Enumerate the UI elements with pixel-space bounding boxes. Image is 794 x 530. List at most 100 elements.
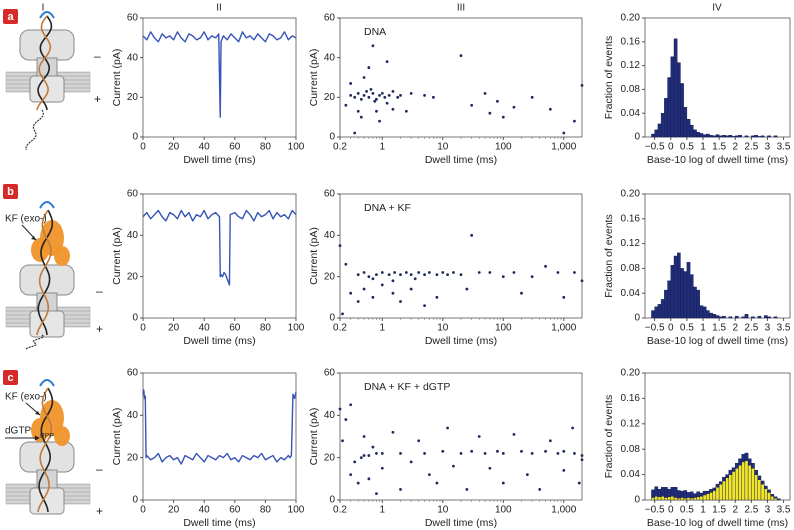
x-tick-label: 0 — [140, 142, 146, 153]
histogram-bar — [767, 316, 771, 319]
event-point — [538, 488, 542, 491]
histogram-bar — [754, 135, 758, 138]
histogram-bar — [683, 107, 688, 138]
x-tick-label: 100 — [495, 323, 512, 334]
event-point — [380, 466, 384, 470]
event-point — [367, 275, 371, 279]
event-point — [435, 481, 439, 485]
histogram-bar — [706, 310, 710, 319]
x-axis-label: Dwell time (ms) — [425, 154, 497, 166]
event-point — [349, 93, 353, 97]
histogram-bar — [741, 316, 746, 319]
histogram-bar — [677, 62, 681, 138]
event-point — [362, 435, 366, 438]
histogram-bar — [744, 452, 749, 461]
event-point — [362, 76, 366, 79]
x-tick-label: 0.2 — [333, 142, 347, 153]
x-tick-label: 1 — [700, 505, 706, 516]
histogram-bar — [725, 474, 729, 478]
histogram-bar — [718, 135, 723, 138]
column-label: I — [42, 3, 45, 14]
y-axis-label: Current (pA) — [308, 227, 320, 285]
x-tick-label: 100 — [288, 505, 305, 516]
histogram-bar — [702, 494, 707, 501]
event-point — [571, 426, 575, 430]
x-tick-label: 3 — [765, 505, 771, 516]
row-label: b — [7, 186, 14, 198]
event-point — [501, 275, 505, 279]
dna-hairpin — [39, 201, 55, 209]
histogram-bar — [677, 497, 681, 501]
x-tick-label: 3.5 — [777, 323, 791, 334]
histogram-bar — [715, 315, 720, 319]
event-point — [501, 115, 505, 119]
event-point — [387, 93, 391, 97]
dna-hairpin — [39, 379, 55, 387]
x-axis-label: Dwell time (ms) — [183, 335, 255, 347]
histogram-bar — [754, 469, 758, 475]
event-point — [369, 88, 373, 91]
event-point — [580, 279, 584, 283]
y-tick-label: 40 — [127, 410, 139, 421]
histogram-bar — [738, 458, 742, 466]
event-point — [409, 460, 413, 464]
event-point — [409, 91, 413, 95]
histogram-bar — [677, 490, 681, 499]
diagrams — [5, 11, 91, 515]
y-tick-label: 0 — [329, 495, 335, 506]
event-point — [409, 273, 413, 276]
event-point — [573, 452, 576, 455]
histogram-bar — [767, 135, 771, 138]
x-axis-label: Dwell time (ms) — [425, 335, 497, 347]
x-tick-label: 3 — [765, 323, 771, 334]
histogram-bar — [767, 492, 771, 501]
histogram-bar — [747, 458, 752, 466]
histogram-bar — [718, 316, 723, 319]
x-tick-label: 0.2 — [333, 505, 347, 516]
histogram-bar — [731, 136, 736, 138]
histogram-bar — [770, 494, 775, 497]
y-tick-label: 0.20 — [621, 368, 641, 379]
event-point — [525, 473, 529, 476]
event-point — [399, 93, 402, 97]
y-tick-label: 20 — [127, 271, 139, 282]
event-point — [446, 426, 449, 430]
event-point — [380, 91, 384, 95]
histogram-bar — [689, 497, 694, 501]
event-point — [427, 473, 431, 476]
event-point — [446, 273, 449, 276]
histogram-bar — [657, 123, 662, 138]
event-point — [375, 97, 378, 101]
x-tick-label: 3 — [765, 142, 771, 153]
x-tick-label: 0 — [140, 505, 146, 516]
arrowhead — [35, 435, 40, 441]
histogram-bar — [722, 315, 726, 319]
histogram-bar — [773, 497, 778, 501]
event-point — [359, 456, 363, 460]
event-point — [423, 273, 426, 276]
dna-strand — [37, 15, 53, 111]
histogram-bar — [654, 486, 659, 497]
x-tick-label: 1.5 — [712, 505, 726, 516]
event-point — [356, 300, 360, 303]
histogram-bar — [776, 498, 781, 501]
x-tick-label: 1 — [380, 142, 386, 153]
histogram-bar — [680, 490, 684, 498]
y-axis-label: Current (pA) — [111, 227, 123, 285]
histogram-bar — [673, 255, 678, 319]
event-point — [356, 91, 360, 95]
event-point — [548, 107, 552, 111]
histogram-bar — [686, 492, 691, 498]
event-point — [365, 89, 368, 93]
x-tick-label: 2 — [732, 142, 738, 153]
event-point — [562, 295, 566, 299]
histogram-bar — [712, 135, 717, 138]
histogram-bar — [667, 280, 671, 319]
histogram-bar — [696, 496, 700, 501]
event-point — [371, 277, 375, 281]
dna-strand — [36, 209, 52, 336]
event-point — [413, 277, 417, 281]
chart-scatter: 0.2 1 10 100 1,000 0 20 40 60 Dwell time (ms) Curr… — [308, 189, 584, 347]
